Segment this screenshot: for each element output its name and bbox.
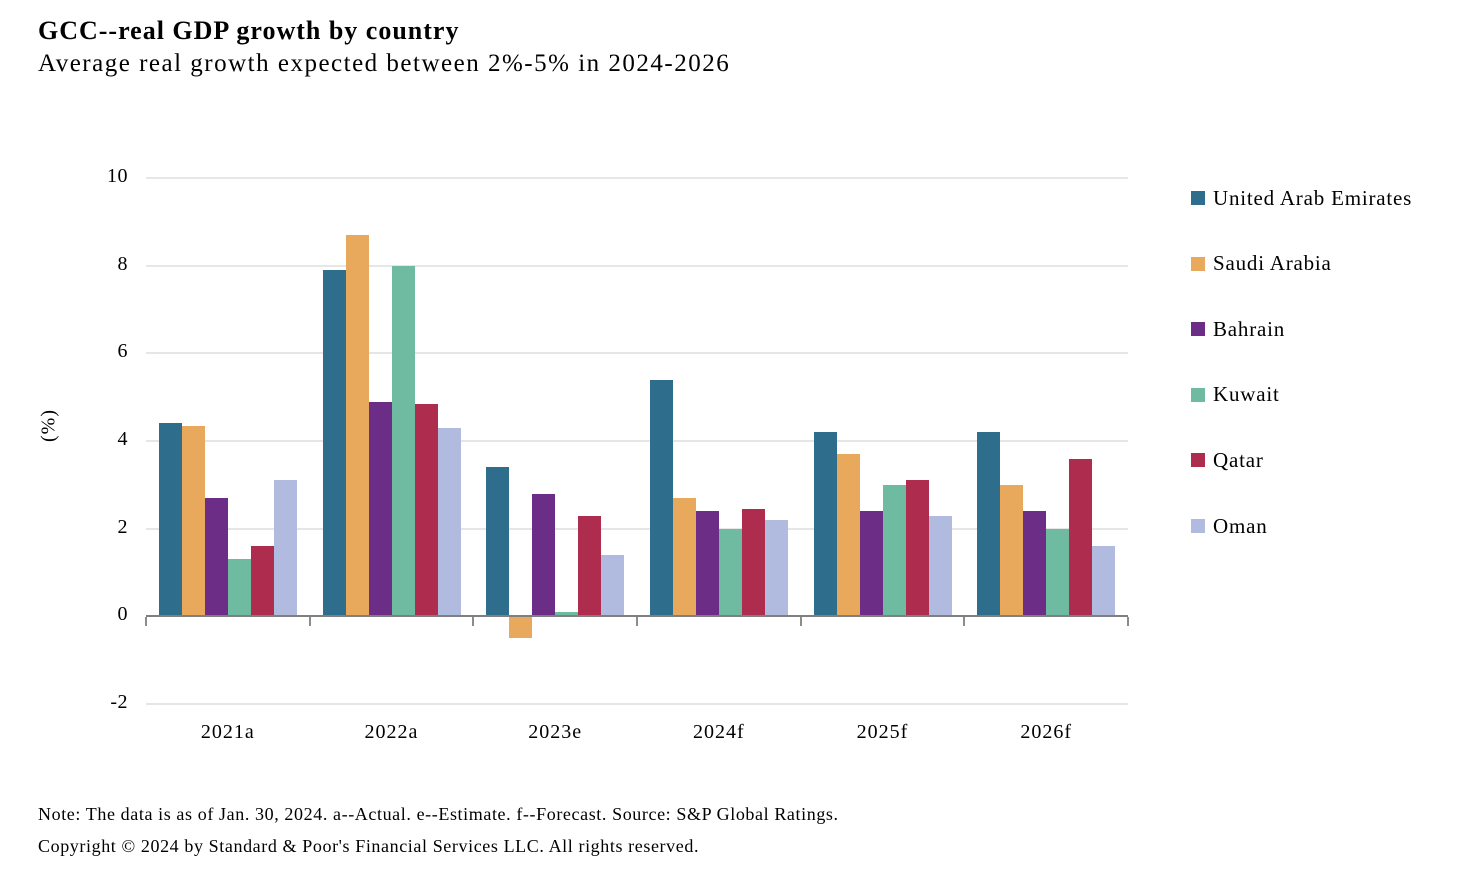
bar-bahrain-2024f — [695, 511, 719, 617]
y-tick-label: -2 — [110, 691, 128, 713]
bar-saudi-arabia-2024f — [672, 497, 696, 617]
x-axis-tick — [1127, 617, 1129, 627]
x-axis-tick — [799, 617, 802, 627]
x-axis-tick — [963, 617, 966, 627]
bar-united-arab-emirates-2024f — [649, 379, 673, 617]
bar-saudi-arabia-2022a — [345, 234, 369, 617]
bar-oman-2021a — [273, 480, 297, 617]
y-tick-label: 2 — [117, 515, 128, 538]
bar-qatar-2025f — [905, 480, 929, 617]
bar-saudi-arabia-2023e — [509, 616, 533, 639]
bar-kuwait-2023e — [555, 611, 579, 617]
x-tick-label: 2026f — [1020, 721, 1072, 743]
legend-swatch — [1191, 256, 1205, 271]
bar-bahrain-2022a — [368, 401, 392, 617]
bar-bahrain-2026f — [1023, 511, 1047, 617]
x-axis-tick — [145, 617, 147, 627]
legend-label: Kuwait — [1213, 382, 1280, 407]
legend-item-qatar: Qatar — [1191, 447, 1264, 472]
copyright: Copyright © 2024 by Standard & Poor's Fi… — [38, 836, 700, 856]
bar-kuwait-2021a — [227, 559, 251, 617]
legend-label: Bahrain — [1213, 316, 1286, 341]
gridline — [146, 177, 1128, 179]
bar-qatar-2026f — [1069, 458, 1093, 617]
bar-bahrain-2021a — [204, 497, 228, 617]
legend-item-united-arab-emirates: United Arab Emirates — [1191, 185, 1413, 210]
legend-swatch — [1191, 191, 1205, 205]
legend-label: United Arab Emirates — [1213, 185, 1413, 210]
legend-item-oman: Oman — [1191, 513, 1268, 538]
bar-saudi-arabia-2021a — [181, 425, 205, 617]
gridline — [146, 527, 1128, 530]
legend-swatch — [1191, 519, 1205, 533]
y-tick-label: 10 — [107, 165, 128, 187]
bar-united-arab-emirates-2023e — [486, 467, 510, 617]
x-tick-label: 2023e — [528, 721, 583, 743]
y-tick-label: 4 — [117, 428, 128, 450]
bar-bahrain-2023e — [532, 493, 556, 617]
gridline — [146, 440, 1128, 442]
bar-united-arab-emirates-2026f — [977, 432, 1001, 617]
y-tick-label: 6 — [117, 340, 128, 363]
x-axis-tick — [308, 617, 311, 627]
chart-subtitle: Average real growth expected between 2%-… — [38, 50, 731, 77]
x-tick-label: 2022a — [364, 721, 419, 743]
bar-oman-2025f — [928, 515, 952, 617]
y-tick-label: 0 — [117, 603, 128, 626]
legend-swatch — [1191, 322, 1205, 337]
bar-qatar-2021a — [250, 546, 274, 617]
bar-qatar-2022a — [414, 403, 438, 617]
legend-swatch — [1191, 387, 1205, 402]
bar-kuwait-2022a — [391, 265, 415, 617]
bar-qatar-2023e — [578, 515, 602, 617]
bar-kuwait-2024f — [718, 528, 742, 617]
x-tick-label: 2021a — [200, 721, 255, 743]
legend-label: Saudi Arabia — [1213, 251, 1332, 276]
x-axis-tick — [636, 617, 638, 627]
bar-kuwait-2026f — [1046, 528, 1070, 617]
footnote: Note: The data is as of Jan. 30, 2024. a… — [38, 804, 839, 824]
legend-swatch — [1191, 453, 1205, 468]
x-axis-line — [146, 615, 1128, 618]
bar-oman-2023e — [601, 554, 625, 617]
gridline — [146, 703, 1128, 705]
bar-united-arab-emirates-2025f — [813, 432, 837, 617]
bar-kuwait-2025f — [882, 484, 906, 617]
x-tick-label: 2024f — [692, 721, 745, 743]
bar-united-arab-emirates-2022a — [322, 270, 346, 617]
bar-bahrain-2025f — [859, 511, 883, 617]
x-axis-tick — [472, 617, 475, 627]
bar-oman-2022a — [437, 427, 461, 617]
chart-title: GCC--real GDP growth by country — [38, 16, 460, 45]
bar-qatar-2024f — [741, 508, 765, 617]
legend-label: Oman — [1213, 513, 1268, 538]
bar-saudi-arabia-2025f — [836, 454, 860, 617]
bar-united-arab-emirates-2021a — [158, 423, 182, 617]
y-tick-label: 8 — [117, 252, 128, 275]
legend-item-bahrain: Bahrain — [1191, 316, 1286, 341]
x-tick-label: 2025f — [856, 721, 909, 743]
legend-item-saudi-arabia: Saudi Arabia — [1191, 251, 1332, 276]
bar-saudi-arabia-2026f — [1000, 484, 1024, 617]
gridline — [146, 264, 1128, 267]
gridline — [146, 352, 1128, 355]
legend-item-kuwait: Kuwait — [1191, 382, 1280, 407]
bar-oman-2024f — [764, 519, 788, 617]
bar-oman-2026f — [1092, 546, 1116, 617]
legend-label: Qatar — [1213, 447, 1264, 472]
